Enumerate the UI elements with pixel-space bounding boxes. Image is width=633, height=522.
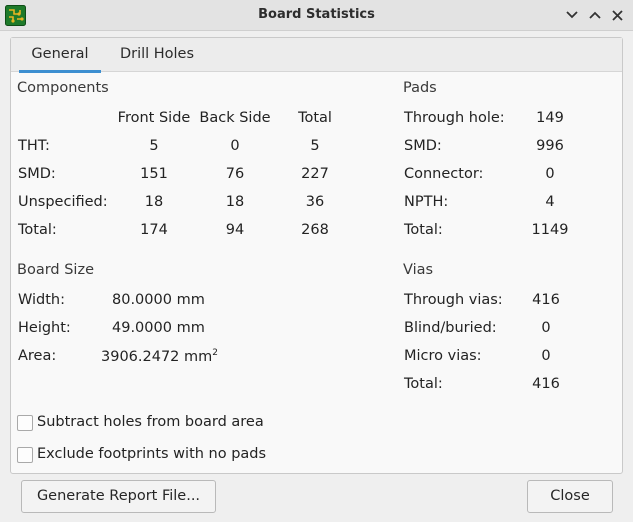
- vias-heading: Vias: [403, 262, 434, 278]
- components-row-total: 268: [301, 222, 329, 238]
- title-bar: Board Statistics: [0, 0, 633, 31]
- close-icon: [611, 9, 623, 21]
- column-total: Total: [298, 110, 332, 126]
- vias-row-value: 416: [532, 376, 560, 392]
- exclude-footprints-checkbox[interactable]: [17, 447, 33, 463]
- pcbnew-app-icon: [5, 5, 26, 26]
- close-window-button[interactable]: [608, 6, 626, 24]
- board-size-label: Width:: [18, 292, 66, 308]
- pads-heading: Pads: [403, 80, 437, 96]
- pads-row-value: 0: [545, 166, 555, 182]
- chevron-down-icon: [566, 11, 578, 19]
- pads-row-label: Through hole:: [404, 110, 505, 126]
- vias-row-label: Blind/buried:: [404, 320, 497, 336]
- components-row-back: 0: [230, 138, 240, 154]
- tab-general[interactable]: General: [19, 38, 101, 73]
- board-size-label: Height:: [18, 320, 71, 336]
- components-row-label: SMD:: [18, 166, 56, 182]
- board-size-heading: Board Size: [17, 262, 94, 278]
- components-row-total: 5: [310, 138, 320, 154]
- components-row-total: 36: [305, 194, 325, 210]
- pads-row-label: Total:: [404, 222, 443, 238]
- pads-row-value: 4: [545, 194, 555, 210]
- column-front-side: Front Side: [117, 110, 191, 126]
- board-width-value: 80.0000 mm: [112, 292, 205, 308]
- components-row-front: 18: [144, 194, 164, 210]
- components-row-label: Unspecified:: [18, 194, 108, 210]
- components-row-total: 227: [301, 166, 329, 182]
- vias-row-label: Micro vias:: [404, 348, 482, 364]
- window-title: Board Statistics: [258, 7, 375, 22]
- components-row-front: 5: [149, 138, 159, 154]
- components-row-front: 174: [140, 222, 168, 238]
- board-area-value: 3906.2472 mm2: [101, 348, 219, 365]
- exclude-footprints-label[interactable]: Exclude footprints with no pads: [37, 446, 267, 462]
- pads-row-value: 149: [536, 110, 564, 126]
- components-row-back: 76: [225, 166, 245, 182]
- chevron-up-icon: [589, 11, 601, 19]
- maximize-button[interactable]: [586, 6, 604, 24]
- area-unit-superscript: 2: [212, 348, 219, 358]
- tab-drill-holes[interactable]: Drill Holes: [119, 46, 195, 62]
- vias-row-label: Through vias:: [404, 292, 503, 308]
- components-row-front: 151: [140, 166, 168, 182]
- vias-row-value: 0: [541, 348, 551, 364]
- components-row-label: Total:: [18, 222, 57, 238]
- board-height-value: 49.0000 mm: [112, 320, 205, 336]
- statistics-panel: General Drill Holes: [10, 37, 623, 474]
- pads-row-label: NPTH:: [404, 194, 449, 210]
- column-back-side: Back Side: [199, 110, 271, 126]
- pads-row-label: Connector:: [404, 166, 484, 182]
- board-size-label: Area:: [18, 348, 57, 364]
- vias-row-value: 416: [532, 292, 560, 308]
- components-row-back: 94: [225, 222, 245, 238]
- components-row-back: 18: [225, 194, 245, 210]
- pads-row-value: 1149: [531, 222, 569, 238]
- minimize-button[interactable]: [563, 6, 581, 24]
- subtract-holes-label[interactable]: Subtract holes from board area: [37, 414, 264, 430]
- tab-bar: General Drill Holes: [11, 38, 622, 73]
- components-row-label: THT:: [18, 138, 50, 154]
- components-heading: Components: [17, 80, 109, 96]
- close-button[interactable]: Close: [527, 480, 613, 513]
- subtract-holes-checkbox[interactable]: [17, 415, 33, 431]
- vias-row-value: 0: [541, 320, 551, 336]
- vias-row-label: Total:: [404, 376, 443, 392]
- pads-row-label: SMD:: [404, 138, 442, 154]
- generate-report-button[interactable]: Generate Report File...: [21, 480, 216, 513]
- pads-row-value: 996: [536, 138, 564, 154]
